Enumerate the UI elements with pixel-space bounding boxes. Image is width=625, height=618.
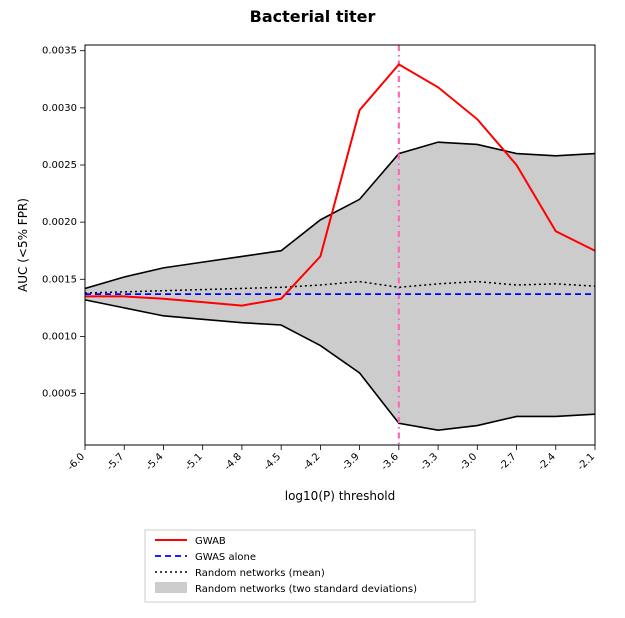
y-axis-label: AUC (<5% FPR): [16, 198, 30, 292]
y-tick-label: 0.0030: [42, 103, 77, 114]
legend-label-rand-mean: Random networks (mean): [195, 568, 325, 579]
y-tick-label: 0.0005: [42, 389, 77, 400]
x-axis-label: log10(P) threshold: [285, 489, 396, 503]
x-tick-label: -5.1: [183, 451, 205, 473]
chart-container: Bacterial titer0.00050.00100.00150.00200…: [0, 0, 625, 618]
chart-svg: Bacterial titer0.00050.00100.00150.00200…: [0, 0, 625, 618]
x-tick-label: -3.6: [379, 451, 401, 473]
x-tick-label: -6.0: [66, 451, 88, 473]
y-tick-label: 0.0025: [42, 160, 77, 171]
y-tick-label: 0.0015: [42, 274, 77, 285]
legend-label-rand-band: Random networks (two standard deviations…: [195, 584, 417, 595]
legend-label-gwas: GWAS alone: [195, 552, 256, 563]
y-ticks: 0.0005 0.0010 0.0015 0.0020 0.0025 0.0030 0.00…: [42, 46, 85, 400]
x-tick-label: -4.5: [262, 451, 284, 473]
x-tick-label: -4.2: [301, 451, 323, 473]
y-tick-label: 0.0020: [42, 217, 77, 228]
chart-title: Bacterial titer: [250, 7, 376, 26]
x-tick-label: -3.0: [458, 451, 480, 473]
legend: GWAB GWAS alone Random networks (mean) Rand…: [145, 530, 475, 602]
x-tick-label: -4.8: [222, 451, 244, 473]
x-tick-label: -5.7: [105, 451, 127, 473]
x-tick-label: -5.4: [144, 451, 166, 473]
y-tick-label: 0.0035: [42, 46, 77, 57]
x-tick-label: -2.4: [536, 451, 558, 473]
x-tick-label: -2.1: [576, 451, 598, 473]
x-ticks: -6.0 -5.7 -5.4 -5.1 -4.8 -4.5 -4.2 -3.9 -3.6 -3.3…: [66, 445, 598, 473]
plot-area: [85, 45, 595, 445]
x-tick-label: -2.7: [497, 451, 519, 473]
legend-swatch-rand-band: [155, 582, 187, 593]
x-tick-label: -3.9: [340, 451, 362, 473]
y-tick-label: 0.0010: [42, 331, 77, 342]
legend-label-gwab: GWAB: [195, 536, 226, 547]
x-tick-label: -3.3: [419, 451, 441, 473]
